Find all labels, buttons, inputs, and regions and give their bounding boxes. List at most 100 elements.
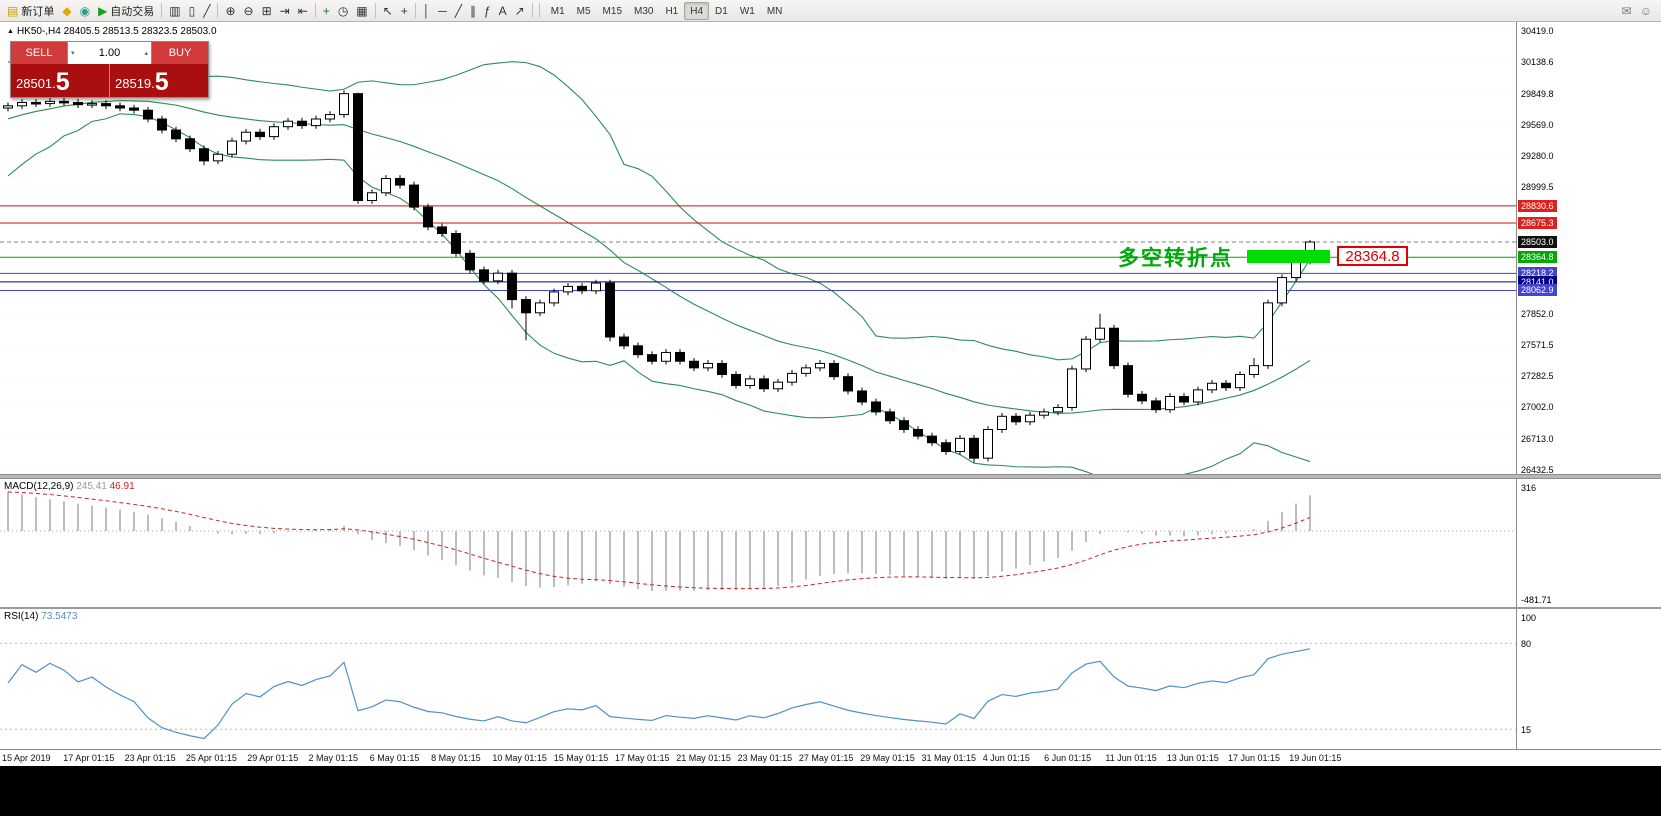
macd-chart[interactable] [0,479,1516,607]
price-axis-label: 26432.5 [1521,464,1554,475]
toolbar-separator [414,3,416,18]
rsi-axis[interactable]: 100 80 15 [1516,609,1661,749]
zoom-in-icon[interactable]: ⊕ [221,1,239,21]
timeframe-d1[interactable]: D1 [715,5,728,17]
chart-shift-icon: ⇤ [297,3,308,18]
candlestick-chart-icon[interactable]: ▯ [185,1,200,21]
crosshair-icon[interactable]: + [397,1,412,21]
chat-icon[interactable]: ✉ [1621,3,1632,18]
buy-price-big: 5 [154,68,169,96]
bar-chart-icon: ▥ [169,3,181,18]
community-icon[interactable]: ◉ [76,1,94,21]
templates-icon: ▦ [356,3,368,18]
one-click-trading-panel: SELL ▾ 1.00 ▴ BUY 28501. 5 28519. [10,41,209,98]
timeframe-m5[interactable]: M5 [576,5,591,17]
time-axis-label: 8 May 01:15 [431,753,481,763]
vertical-line-icon[interactable]: │ [419,1,435,21]
volume-increase-icon[interactable]: ▴ [144,50,148,57]
panel-splitter[interactable] [0,474,1661,479]
time-axis-label: 2 May 01:15 [308,753,359,763]
time-axis-label: 11 Jun 01:15 [1105,753,1157,763]
chart-shift-icon[interactable]: ⇤ [294,1,312,21]
macd-panel[interactable]: MACD(12,26,9) 245.41 46.91 [0,479,1516,607]
candlestick-chart[interactable] [0,22,1516,474]
profile-icon[interactable]: ☺ [1639,3,1652,18]
timeframe-m15[interactable]: M15 [602,5,622,17]
timeframe-w1[interactable]: W1 [739,5,755,17]
tile-windows-icon[interactable]: ⊞ [258,1,276,21]
macd-main-value: 245.41 [76,481,107,492]
time-axis-label: 25 Apr 01:15 [185,753,237,763]
line-chart-icon[interactable]: ╱ [199,1,214,21]
channel-icon[interactable]: ∥ [466,1,480,21]
arrows-icon[interactable]: ↗ [511,1,529,21]
macd-name: MACD(12,26,9) [4,481,74,492]
line-chart-icon: ╱ [203,3,211,18]
templates-icon[interactable]: ▦ [352,1,371,21]
bar-chart-icon[interactable]: ▥ [165,1,184,21]
cursor-icon: ↖ [382,3,393,18]
autotrading-button[interactable]: ▶ 自动交易 [94,1,158,21]
price-badge: 28503.0 [1518,235,1557,248]
macd-axis[interactable]: 316 -481.71 [1516,479,1661,607]
time-axis-label: 27 May 01:15 [798,753,854,763]
toolbar-separator [531,3,533,18]
new-order-button[interactable]: ▤ 新订单 [3,1,58,21]
timeframe-h1[interactable]: H1 [665,5,679,17]
text-icon[interactable]: A [495,1,511,21]
timeframe-m30[interactable]: M30 [634,5,654,17]
time-axis-label: 17 Jun 01:15 [1228,753,1281,763]
time-axis-label: 10 May 01:15 [492,753,547,763]
sell-button[interactable]: SELL [11,42,67,64]
time-axis-label: 6 Jun 01:15 [1044,753,1092,763]
rsi-chart[interactable] [0,609,1516,749]
price-axis-label: 26713.0 [1521,434,1554,445]
zoom-out-icon[interactable]: ⊖ [240,1,258,21]
trendline-icon[interactable]: ╱ [451,1,466,21]
volume-input[interactable]: ▾ 1.00 ▴ [67,42,152,64]
macd-row: MACD(12,26,9) 245.41 46.91 316 -481.71 [0,479,1661,607]
timeframe-h4[interactable]: H4 [684,1,710,20]
zoom-in-icon: ⊕ [225,3,236,18]
trade-controls-row: SELL ▾ 1.00 ▴ BUY [11,42,208,64]
sell-price-big: 5 [55,68,70,96]
sell-price[interactable]: 28501. 5 [11,64,109,97]
horizontal-line-icon[interactable]: ─ [434,1,451,21]
price-badge: 28675.3 [1518,217,1557,230]
chart-header: ▲ HK50-,H4 28405.5 28513.5 28323.5 28503… [7,26,217,37]
cycles-icon: ◷ [337,3,349,18]
price-axis-label: 27852.0 [1521,308,1554,319]
macd-label: MACD(12,26,9) 245.41 46.91 [4,481,135,492]
sell-price-main: 28501. [16,76,56,91]
volume-value: 1.00 [98,47,121,59]
time-axis[interactable]: 15 Apr 2019 17 Apr 01:15 23 Apr 01:15 25 Ap… [0,749,1661,766]
panel-splitter[interactable] [0,607,1661,609]
timeframe-m1[interactable]: M1 [550,5,565,17]
indicators-icon[interactable]: + [319,1,334,21]
channel-icon: ∥ [469,3,476,18]
annotation-price-label: 28364.8 [1337,246,1408,267]
trade-prices-row: 28501. 5 28519. 5 [11,64,208,97]
time-axis-label: 21 May 01:15 [676,753,731,763]
symbol-marker-icon: ▲ [7,28,14,35]
timeframe-mn[interactable]: MN [766,5,783,17]
rsi-scale-label: 15 [1521,725,1532,736]
toolbar-separator [314,3,316,18]
bottom-bar [0,766,1661,816]
symbol-ohlc-text: HK50-,H4 28405.5 28513.5 28323.5 28503.0 [16,26,217,37]
metaeditor-icon[interactable]: ◆ [58,1,75,21]
fibonacci-icon[interactable]: ƒ [480,1,495,21]
buy-price[interactable]: 28519. 5 [109,64,208,97]
rsi-label: RSI(14) 73.5473 [4,611,77,622]
new-order-button-label: 新订单 [21,5,55,18]
price-axis-label: 29569.0 [1521,119,1554,130]
cycles-icon[interactable]: ◷ [334,1,352,21]
price-axis-label: 30138.6 [1521,56,1554,67]
cursor-icon[interactable]: ↖ [379,1,397,21]
auto-scroll-icon[interactable]: ⇥ [276,1,294,21]
price-axis[interactable]: 30419.0 30138.6 29849.8 29569.0 29280.0 28999… [1516,22,1661,475]
buy-button[interactable]: BUY [152,42,208,64]
volume-decrease-icon[interactable]: ▾ [71,50,75,57]
rsi-panel[interactable]: RSI(14) 73.5473 [0,609,1516,749]
main-chart[interactable]: ▲ HK50-,H4 28405.5 28513.5 28323.5 28503… [0,22,1516,474]
